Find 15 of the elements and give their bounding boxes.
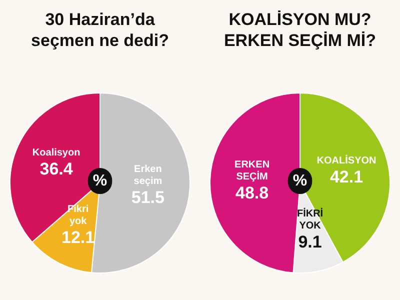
slice-label: Fikri yok (68, 204, 89, 228)
data-label: 9.1 (298, 232, 322, 252)
data-label: 42.1 (330, 168, 364, 187)
data-label: 48.8 (235, 184, 269, 203)
data-label: 12.1 (62, 228, 95, 248)
chart-title: KOALİSYON MU? ERKEN SEÇİM Mİ? (224, 10, 376, 50)
slice-label: KOALİSYON (316, 154, 376, 167)
text: % (292, 172, 308, 190)
text: % (92, 172, 108, 190)
data-label: 36.4 (40, 160, 74, 179)
slice-label: Koalisyon (32, 148, 80, 159)
data-label: 51.5 (131, 188, 164, 207)
chart-title: 30 Haziran’da seçmen ne dedi? (31, 10, 169, 50)
slice-label: Erken seçim (134, 164, 162, 187)
slice-label: ERKEN SEÇİM (234, 160, 270, 183)
